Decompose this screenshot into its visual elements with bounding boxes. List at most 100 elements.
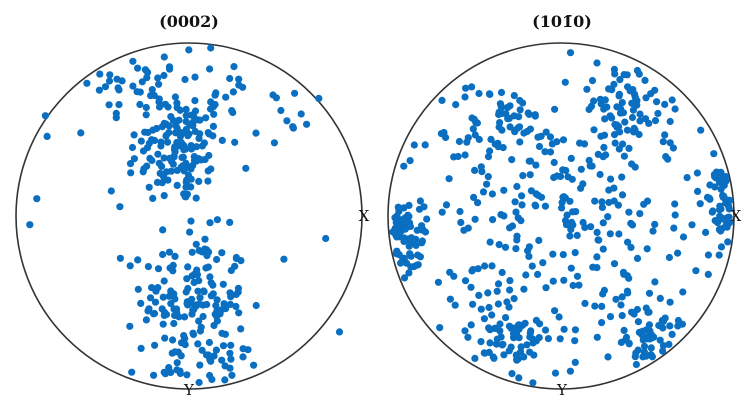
data-point <box>529 339 537 347</box>
data-point <box>679 288 687 296</box>
data-point <box>572 208 580 216</box>
data-point <box>535 236 543 244</box>
data-point <box>201 245 209 253</box>
data-point <box>489 353 497 361</box>
data-point <box>640 348 649 356</box>
data-point <box>154 284 162 292</box>
data-point <box>226 349 234 357</box>
data-point <box>464 224 472 232</box>
data-point <box>633 66 642 75</box>
data-point <box>277 106 285 115</box>
data-point <box>598 198 606 206</box>
data-point <box>471 166 479 174</box>
data-point <box>661 131 669 139</box>
data-point <box>421 141 429 149</box>
data-point <box>486 238 494 246</box>
data-point <box>421 228 430 236</box>
data-point <box>679 233 688 241</box>
data-point <box>722 199 730 207</box>
data-point <box>627 219 635 227</box>
data-point <box>502 110 510 118</box>
data-point <box>239 83 247 91</box>
data-point <box>724 213 732 221</box>
data-point <box>185 46 193 54</box>
data-point <box>133 88 141 96</box>
data-point <box>563 211 571 219</box>
data-point <box>395 204 403 212</box>
data-point <box>516 96 524 105</box>
data-point <box>196 361 204 369</box>
data-point <box>526 171 534 179</box>
axis-label-x-10-10: X <box>731 207 742 225</box>
data-point <box>516 138 524 146</box>
data-point <box>596 95 605 103</box>
data-point <box>232 302 240 311</box>
data-point <box>494 280 503 288</box>
data-point <box>475 89 483 98</box>
data-point <box>205 338 213 347</box>
data-point <box>186 228 194 236</box>
data-point <box>628 113 637 122</box>
data-point <box>405 201 413 209</box>
data-point <box>488 262 496 270</box>
data-point <box>661 100 669 108</box>
data-point <box>134 256 142 264</box>
data-point <box>505 347 513 355</box>
data-point <box>668 330 676 338</box>
data-point <box>462 84 470 92</box>
data-point <box>558 198 566 207</box>
data-point <box>116 203 124 211</box>
data-point <box>402 224 410 232</box>
data-point <box>469 300 477 308</box>
data-point <box>616 76 624 84</box>
data-point <box>227 293 235 301</box>
data-point <box>181 163 189 171</box>
data-point <box>671 200 679 208</box>
data-point <box>188 248 196 256</box>
data-point <box>645 289 654 297</box>
data-point <box>407 252 415 260</box>
data-point <box>402 259 411 267</box>
data-point <box>608 114 616 122</box>
data-point <box>189 161 197 170</box>
data-point <box>591 302 599 310</box>
data-point <box>641 76 649 84</box>
data-point <box>535 334 543 342</box>
data-point <box>598 203 607 211</box>
data-point <box>212 346 220 354</box>
data-point <box>665 340 673 348</box>
data-point <box>141 66 149 74</box>
data-point <box>183 371 191 379</box>
data-point <box>270 139 278 147</box>
axis-label-y-0002: Y <box>183 381 195 399</box>
data-point <box>596 170 604 179</box>
data-points-10-10 <box>389 49 734 387</box>
data-point <box>413 226 421 234</box>
data-point <box>643 245 651 253</box>
data-point <box>634 346 642 354</box>
data-point <box>184 301 192 309</box>
data-point <box>595 236 603 244</box>
data-point <box>191 127 199 136</box>
data-point <box>526 348 534 356</box>
data-point <box>213 216 221 224</box>
data-point <box>146 154 154 162</box>
data-point <box>508 370 516 378</box>
data-point <box>335 328 344 336</box>
data-point <box>235 309 243 317</box>
data-point <box>593 253 601 261</box>
data-point <box>651 220 659 228</box>
data-point <box>486 326 494 334</box>
data-point <box>291 89 299 97</box>
data-point <box>683 174 691 182</box>
data-point <box>559 251 567 259</box>
data-point <box>171 93 179 101</box>
data-point <box>126 322 134 330</box>
data-point <box>606 313 615 321</box>
data-point <box>601 115 609 123</box>
data-point <box>520 129 528 137</box>
data-point <box>615 230 623 238</box>
data-point <box>632 360 641 369</box>
data-point <box>219 280 227 288</box>
data-point <box>534 191 542 199</box>
